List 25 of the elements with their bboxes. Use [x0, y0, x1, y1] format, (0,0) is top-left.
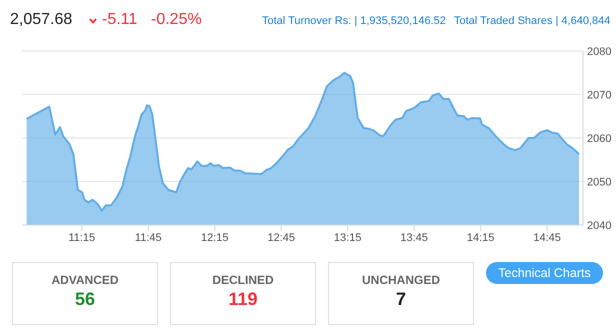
text: 119: [227, 289, 259, 310]
text: 7: [394, 289, 407, 310]
text: Total Turnover Rs: | 1,935,520,146.52: [262, 15, 446, 27]
text: DECLINED: [211, 273, 275, 287]
y-tick-label: 2080: [587, 46, 612, 58]
x-tick-label: 11:45: [134, 232, 162, 244]
text: Total Traded Shares | 4,640,844: [454, 15, 610, 27]
y-tick-label: 2060: [587, 132, 612, 145]
y-tick-label: 2040: [587, 220, 612, 232]
text: 56: [74, 289, 96, 310]
x-tick-label: 11:15: [68, 232, 96, 244]
y-tick-label: 2050: [587, 176, 612, 188]
x-tick-label: 13:15: [334, 232, 362, 244]
x-tick-label: 12:45: [267, 232, 295, 244]
text: -5.11: [102, 11, 138, 29]
x-tick-label: 12:15: [200, 232, 229, 244]
text: -0.25%: [151, 11, 202, 29]
x-tick-label: 13:45: [400, 232, 428, 244]
y-tick-label: 2070: [587, 89, 612, 102]
text: Technical Charts: [486, 262, 603, 284]
x-tick-label: 14:45: [533, 232, 561, 244]
text: 2,057.68: [10, 11, 72, 29]
text: ADVANCED: [50, 273, 120, 287]
text: UNCHANGED: [361, 273, 441, 287]
x-tick-label: 14:15: [466, 232, 494, 244]
